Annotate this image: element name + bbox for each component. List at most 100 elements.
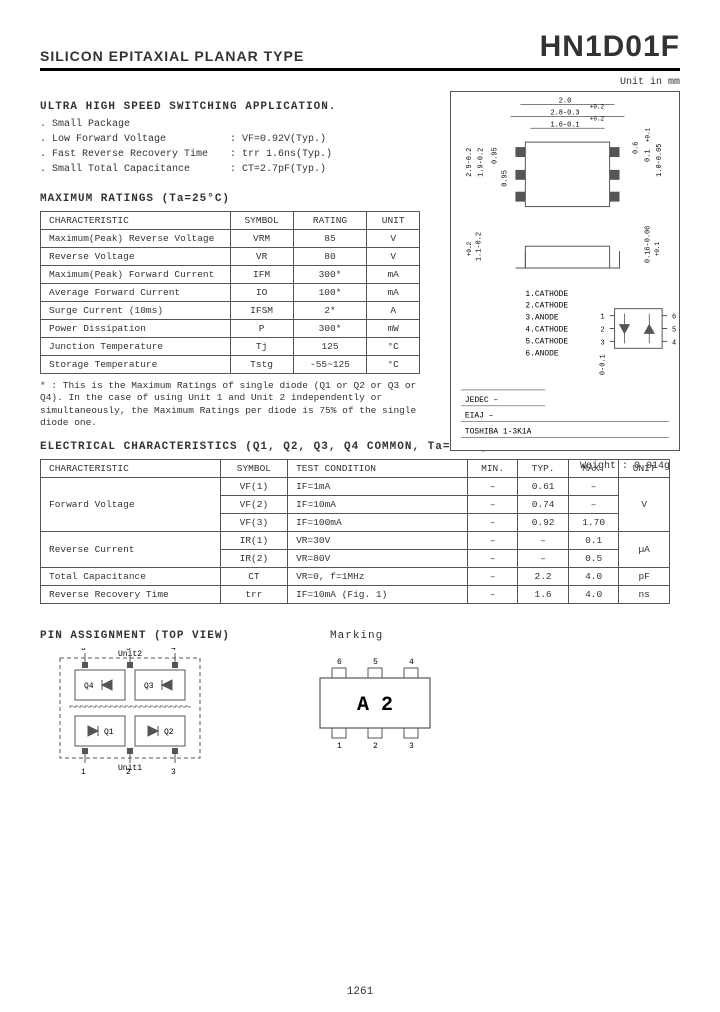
table-row: Total CapacitanceCTVR=0, f=1MHz–2.24.0pF	[41, 568, 670, 586]
table-cell: –	[568, 496, 619, 514]
svg-text:Q2: Q2	[164, 728, 174, 737]
table-cell: VR=80V	[288, 550, 468, 568]
dim-label: +0.2	[590, 103, 605, 110]
dim-label: 1.1-0.2	[476, 232, 484, 261]
svg-text:4: 4	[409, 658, 414, 667]
table-cell: VR=30V	[288, 532, 468, 550]
part-number-title: HN1D01F	[540, 30, 680, 64]
pin-label: 6.ANODE	[525, 349, 559, 358]
dim-label: 2.9-0.2	[466, 148, 474, 177]
table-cell: 1.6	[518, 586, 569, 604]
mark-label: EIAJ –	[465, 412, 494, 421]
svg-text:4: 4	[171, 648, 176, 653]
table-cell: VRM	[230, 230, 293, 248]
svg-text:5: 5	[672, 326, 676, 334]
table-cell: 4.0	[568, 568, 619, 586]
dim-label: 0.6	[632, 142, 640, 154]
package-diagram: 2.0 2.8-0.3 +0.2 1.6-0.1 +0.2 2.9-0.2 1.…	[450, 91, 680, 451]
table-cell: Reverse Current	[41, 532, 221, 568]
table-header-row: CHARACTERISTIC SYMBOL TEST CONDITION MIN…	[41, 460, 670, 478]
marking-block: Marking A 2 6 5 4 1 2 3	[290, 620, 460, 782]
table-cell: Tstg	[230, 356, 293, 374]
table-cell: 125	[293, 338, 367, 356]
table-cell: VF(1)	[220, 478, 287, 496]
dim-label: +0.2	[466, 241, 473, 256]
pin-label: 4.CATHODE	[525, 325, 568, 334]
col-header: UNIT	[367, 212, 420, 230]
svg-text:6: 6	[672, 314, 676, 322]
dim-label: 1.0-0.05	[656, 144, 664, 177]
table-cell: A	[367, 302, 420, 320]
table-cell: mW	[367, 320, 420, 338]
package-svg: 2.0 2.8-0.3 +0.2 1.6-0.1 +0.2 2.9-0.2 1.…	[451, 92, 679, 450]
table-cell: IR(1)	[220, 532, 287, 550]
table-cell: Maximum(Peak) Reverse Voltage	[41, 230, 231, 248]
col-header: TYP.	[518, 460, 569, 478]
table-cell: VF(3)	[220, 514, 287, 532]
table-cell: 85	[293, 230, 367, 248]
svg-text:5: 5	[373, 658, 378, 667]
svg-text:Q3: Q3	[144, 682, 154, 691]
dim-label: 1.9-0.2	[478, 148, 486, 177]
table-cell: µA	[619, 532, 670, 568]
pin-label: 1.CATHODE	[525, 290, 568, 299]
table-cell: Reverse Voltage	[41, 248, 231, 266]
svg-text:1: 1	[81, 768, 86, 777]
table-row: Power DissipationP300*mW	[41, 320, 420, 338]
svg-text:2: 2	[373, 742, 378, 751]
pin-assignment-block: PIN ASSIGNMENT (TOP VIEW) Unit2 Unit1 6 …	[40, 620, 230, 782]
table-cell: ns	[619, 586, 670, 604]
table-cell: °C	[367, 338, 420, 356]
table-cell: –	[467, 532, 518, 550]
table-cell: 300*	[293, 266, 367, 284]
pin-label: 2.CATHODE	[525, 302, 568, 311]
table-cell: -55~125	[293, 356, 367, 374]
col-header: TEST CONDITION	[288, 460, 468, 478]
table-row: Reverse CurrentIR(1)VR=30V––0.1µA	[41, 532, 670, 550]
table-cell: –	[518, 532, 569, 550]
dim-label: 0-0.1	[600, 354, 608, 375]
table-cell: IF=10mA	[288, 496, 468, 514]
table-cell: mA	[367, 284, 420, 302]
dim-label: 1.6-0.1	[550, 121, 579, 129]
table-cell: V	[619, 478, 670, 532]
page-number: 1261	[347, 986, 373, 998]
table-cell: 0.74	[518, 496, 569, 514]
table-cell: 100*	[293, 284, 367, 302]
dim-label: 2.8-0.3	[550, 109, 579, 117]
table-cell: IF=100mA	[288, 514, 468, 532]
unit-label: Unit in mm	[620, 77, 680, 88]
table-row: Reverse Recovery TimetrrIF=10mA (Fig. 1)…	[41, 586, 670, 604]
table-cell: trr	[220, 586, 287, 604]
table-cell: –	[518, 550, 569, 568]
table-cell: –	[467, 478, 518, 496]
table-cell: IO	[230, 284, 293, 302]
header-subtitle: SILICON EPITAXIAL PLANAR TYPE	[40, 48, 304, 64]
table-cell: 0.92	[518, 514, 569, 532]
svg-text:3: 3	[600, 339, 604, 347]
weight-label: Weight : 0.014g	[580, 461, 670, 472]
table-cell: 0.1	[568, 532, 619, 550]
marking-title: Marking	[330, 630, 460, 642]
col-header: MIN.	[467, 460, 518, 478]
table-cell: Average Forward Current	[41, 284, 231, 302]
table-cell: P	[230, 320, 293, 338]
dim-label: +0.1	[644, 127, 651, 142]
table-cell: Total Capacitance	[41, 568, 221, 586]
table-cell: 300*	[293, 320, 367, 338]
main-content: ULTRA HIGH SPEED SWITCHING APPLICATION. …	[40, 101, 680, 782]
table-cell: 0.61	[518, 478, 569, 496]
table-cell: mA	[367, 266, 420, 284]
table-cell: 4.0	[568, 586, 619, 604]
col-header: SYMBOL	[230, 212, 293, 230]
table-cell: Storage Temperature	[41, 356, 231, 374]
table-header-row: CHARACTERISTIC SYMBOL RATING UNIT	[41, 212, 420, 230]
table-row: Maximum(Peak) Forward CurrentIFM300*mA	[41, 266, 420, 284]
pin-label: 3.ANODE	[525, 314, 559, 323]
dim-label: 0.95	[502, 170, 510, 187]
table-cell: Maximum(Peak) Forward Current	[41, 266, 231, 284]
table-cell: V	[367, 230, 420, 248]
svg-text:Q1: Q1	[104, 728, 114, 737]
table-cell: Tj	[230, 338, 293, 356]
table-cell: VF(2)	[220, 496, 287, 514]
